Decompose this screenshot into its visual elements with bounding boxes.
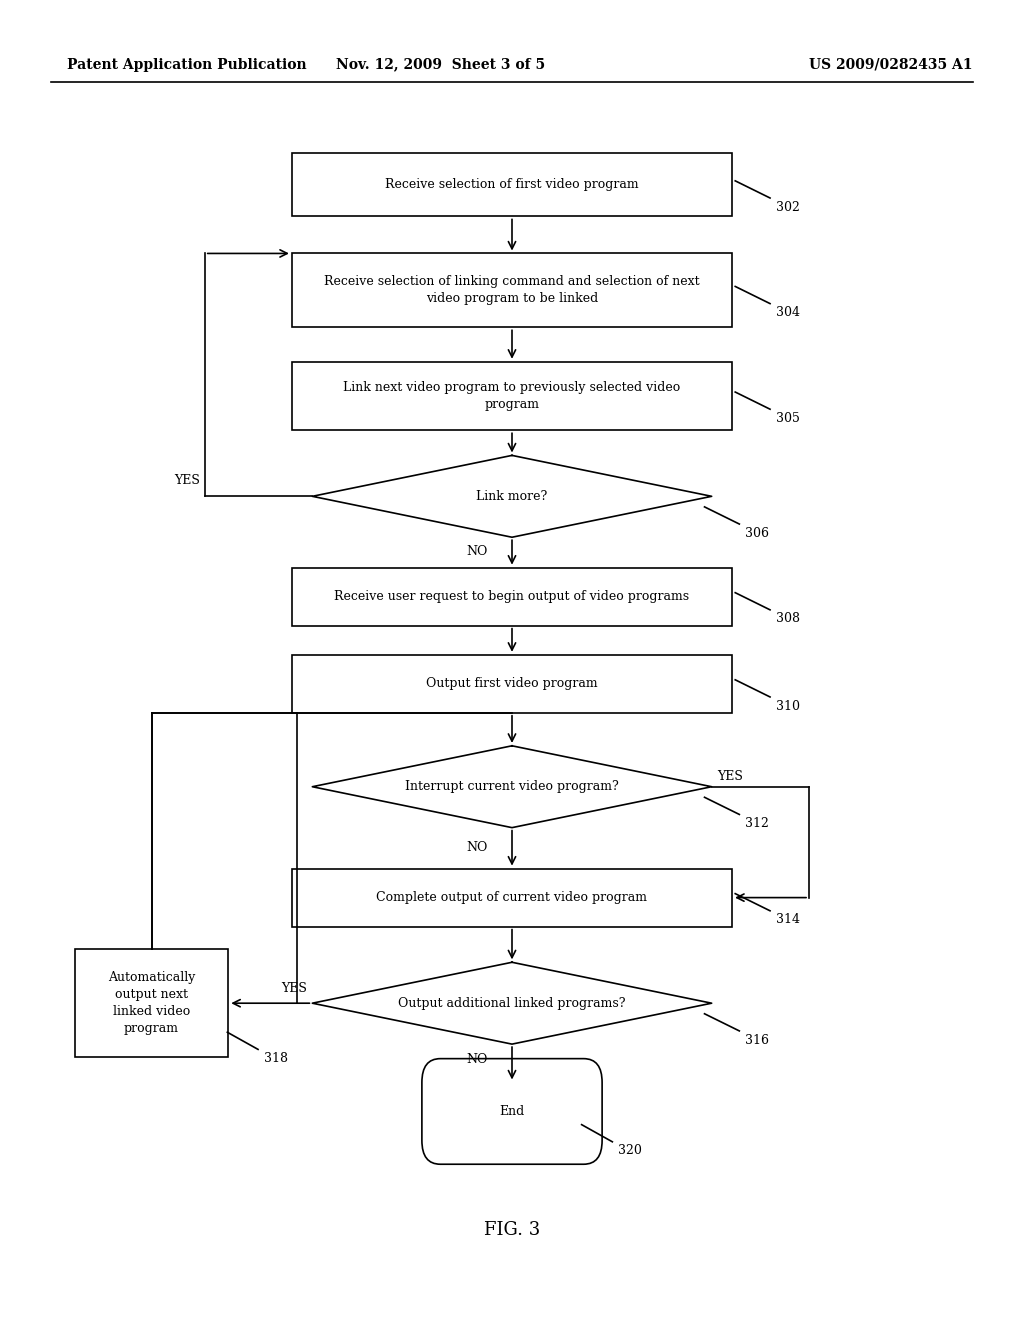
Text: FIG. 3: FIG. 3	[484, 1221, 540, 1239]
Text: 302: 302	[776, 201, 800, 214]
Text: Interrupt current video program?: Interrupt current video program?	[406, 780, 618, 793]
Text: 318: 318	[264, 1052, 288, 1065]
Text: 316: 316	[745, 1034, 769, 1047]
Text: Automatically
output next
linked video
program: Automatically output next linked video p…	[108, 972, 196, 1035]
Text: Output first video program: Output first video program	[426, 677, 598, 690]
Text: Output additional linked programs?: Output additional linked programs?	[398, 997, 626, 1010]
Text: Patent Application Publication: Patent Application Publication	[67, 58, 306, 71]
Text: Link next video program to previously selected video
program: Link next video program to previously se…	[343, 381, 681, 411]
FancyBboxPatch shape	[422, 1059, 602, 1164]
Text: Nov. 12, 2009  Sheet 3 of 5: Nov. 12, 2009 Sheet 3 of 5	[336, 58, 545, 71]
Text: 314: 314	[776, 913, 800, 927]
Text: 304: 304	[776, 306, 800, 319]
Text: Receive selection of first video program: Receive selection of first video program	[385, 178, 639, 191]
Text: End: End	[500, 1105, 524, 1118]
Text: NO: NO	[466, 545, 487, 558]
Text: Link more?: Link more?	[476, 490, 548, 503]
Text: YES: YES	[174, 474, 200, 487]
FancyBboxPatch shape	[292, 362, 732, 430]
FancyBboxPatch shape	[292, 153, 732, 216]
Text: 310: 310	[776, 700, 800, 713]
Text: 320: 320	[618, 1144, 642, 1158]
Text: Receive user request to begin output of video programs: Receive user request to begin output of …	[335, 590, 689, 603]
Text: NO: NO	[466, 841, 487, 854]
FancyBboxPatch shape	[292, 253, 732, 327]
Text: Complete output of current video program: Complete output of current video program	[377, 891, 647, 904]
FancyBboxPatch shape	[75, 949, 228, 1057]
Text: 305: 305	[776, 412, 800, 425]
Text: YES: YES	[282, 982, 307, 995]
Text: US 2009/0282435 A1: US 2009/0282435 A1	[809, 58, 973, 71]
Text: Receive selection of linking command and selection of next
video program to be l: Receive selection of linking command and…	[325, 276, 699, 305]
Text: 306: 306	[745, 527, 769, 540]
Text: 312: 312	[745, 817, 769, 830]
FancyBboxPatch shape	[292, 869, 732, 927]
Text: 308: 308	[776, 612, 800, 626]
FancyBboxPatch shape	[292, 568, 732, 626]
Text: NO: NO	[466, 1053, 487, 1067]
Text: YES: YES	[717, 770, 742, 783]
FancyBboxPatch shape	[292, 655, 732, 713]
